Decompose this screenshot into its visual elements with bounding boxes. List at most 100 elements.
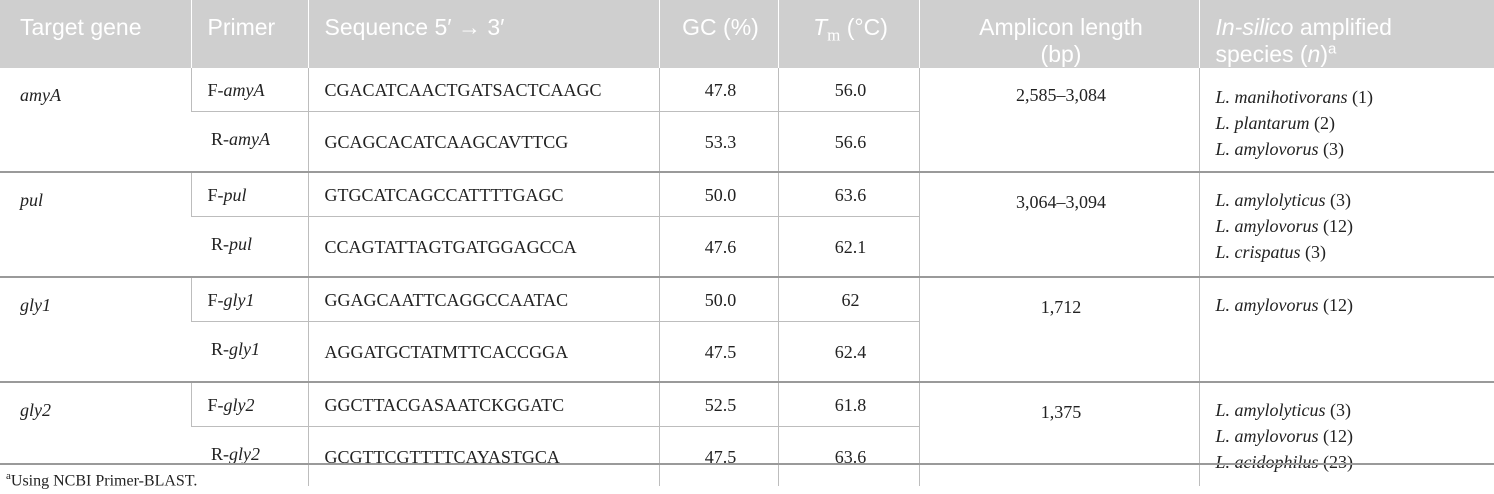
sequence-cell: GGCTTACGASAATCKGGATC [307,381,659,427]
tm-cell: 62.4 [777,321,919,382]
primer-gene: gly2 [223,394,255,415]
primer-prefix: F- [207,184,224,205]
tm-cell: 62 [777,276,919,322]
sequence-cell: CGACATCAACTGATSACTCAAGC [307,68,659,112]
header-primer: Primer [190,0,308,68]
species-count: (12) [1318,216,1353,236]
primer-prefix: F- [207,394,224,415]
table-footnote: aUsing NCBI Primer-BLAST. [6,470,197,490]
header-species-n: n [1307,41,1321,67]
species-count: (3) [1325,190,1351,210]
species-entry: L. manihotivorans (1) [1216,84,1483,110]
header-species-line2b: ) [1320,41,1329,67]
primer-prefix: F- [207,79,224,100]
species-cell: L. manihotivorans (1) L. plantarum (2) L. … [1198,68,1494,172]
header-tm-sub: m [827,25,841,45]
amplicon-cell: 3,064–3,094 [918,171,1199,277]
species-count: (23) [1318,452,1354,472]
primer-gene: gly2 [229,444,260,464]
species-count: (3) [1318,139,1344,159]
primer-gene: gly1 [223,289,255,310]
gc-cell: 50.0 [658,276,778,322]
amplicon-cell: 2,585–3,084 [918,68,1199,172]
header-amplicon-line1: Amplicon length [979,14,1143,40]
header-amplicon-line2: (bp) [1040,41,1082,67]
tm-cell: 61.8 [777,381,919,427]
amplicon-cell: 1,375 [918,381,1199,486]
header-row: Target gene Primer Sequence 5′ → 3′ GC (… [0,0,1494,68]
amplicon-cell: 1,712 [918,276,1199,382]
species-cell: L. amylovorus (12) [1198,276,1494,382]
species-name: L. amylolyticus [1215,190,1326,210]
species-entry: L. amylolyticus (3) [1216,397,1483,423]
table-row: gly1 F-gly1 GGAGCAATTCAGGCCAATAC 50.0 62 1,71… [0,276,1494,382]
sequence-cell: CCAGTATTAGTGATGGAGCCA [307,216,659,277]
species-entry: L. amylovorus (12) [1216,423,1483,449]
species-entry: L. amylolyticus (3) [1216,187,1483,213]
species-name: L. amylovorus [1215,295,1319,315]
species-count: (2) [1309,113,1336,133]
species-entry: L. amylovorus (12) [1216,292,1483,318]
species-cell: L. amylolyticus (3) L. amylovorus (12) L. … [1198,381,1494,486]
gc-cell: 47.5 [658,321,778,382]
primer-prefix: R- [211,129,229,149]
header-species-sup: a [1328,40,1337,58]
sequence-cell: GGAGCAATTCAGGCCAATAC [307,276,659,322]
species-count: (12) [1318,295,1353,315]
species-name: L. amylovorus [1215,139,1319,159]
species-name: L. amylovorus [1215,216,1319,236]
header-species-rest1: amplified [1293,14,1392,40]
table-row: R-amyA GCAGCACATCAAGCAVTTCG 53.3 56.6 [0,111,1494,172]
species-name: L. crispatus [1215,242,1301,262]
table-row: amyA F-amyA CGACATCAACTGATSACTCAAGC 47.8 56.… [0,68,1494,172]
species-count: (3) [1325,400,1351,420]
sequence-cell: GCAGCACATCAAGCAVTTCG [307,111,659,172]
primer-cell: R-amyA [191,111,308,172]
header-tm-t: T [813,14,828,40]
gc-cell: 53.3 [658,111,778,172]
footnote-text: Using NCBI Primer-BLAST. [10,472,198,490]
header-tm-unit: (°C) [840,14,888,40]
header-species-italic: In-silico [1215,14,1294,40]
header-tm: Tm (°C) [777,0,919,68]
table-row: R-gly2 GCGTTCGTTTTCAYASTGCA 47.5 63.6 [0,426,1494,486]
primer-prefix: R- [211,234,229,254]
table-row: gly2 F-gly2 GGCTTACGASAATCKGGATC 52.5 61.8 1,… [0,381,1494,486]
primer-gene: pul [223,184,247,205]
sequence-cell: GTGCATCAGCCATTTTGAGC [307,171,659,217]
header-amplicon: Amplicon length (bp) [918,0,1199,68]
tm-cell: 56.6 [777,111,919,172]
tm-cell: 62.1 [777,216,919,277]
header-species: In-silico amplified species (n)a [1198,0,1494,68]
primer-cell: R-gly1 [191,321,308,382]
gc-cell: 47.6 [658,216,778,277]
species-name: L. plantarum [1215,113,1310,133]
primer-prefix: F- [207,289,224,310]
target-gene-cell: pul [0,171,191,277]
species-name: L. manihotivorans [1215,87,1348,107]
primer-cell: F-gly2 [190,381,308,427]
tm-cell: 63.6 [777,171,919,217]
primer-prefix: R- [211,444,229,464]
gc-cell: 47.8 [658,68,778,112]
species-entry: L. amylovorus (12) [1216,213,1483,239]
species-count: (12) [1318,426,1353,446]
target-gene-cell: gly1 [0,276,191,382]
primer-cell: F-pul [190,171,308,217]
species-name: L. amylovorus [1215,426,1319,446]
tm-cell: 56.0 [777,68,919,112]
header-target-gene: Target gene [0,0,191,68]
species-name: L. amylolyticus [1215,400,1326,420]
species-count: (3) [1300,242,1327,262]
species-entry: L. acidophilus (23) [1216,449,1483,475]
species-cell: L. amylolyticus (3) L. amylovorus (12) L. … [1198,171,1494,277]
species-count: (1) [1347,87,1374,107]
primer-cell: F-amyA [190,68,308,112]
gc-cell: 50.0 [658,171,778,217]
primer-gene: gly1 [229,339,260,359]
footnote-marker: a [6,470,11,482]
table-row: R-pul CCAGTATTAGTGATGGAGCCA 47.6 62.1 [0,216,1494,277]
target-gene-cell: amyA [20,85,61,105]
sequence-cell: AGGATGCTATMTTCACCGGA [307,321,659,382]
